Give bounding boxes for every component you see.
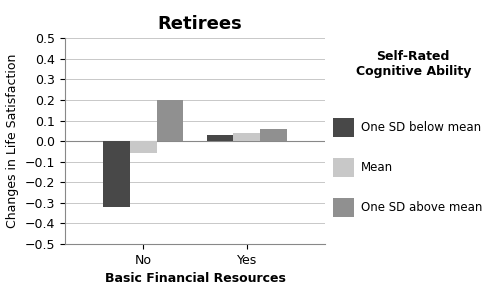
- Bar: [207, 135, 234, 141]
- Bar: [234, 133, 260, 141]
- FancyBboxPatch shape: [334, 118, 354, 137]
- Bar: [260, 129, 286, 141]
- Bar: [156, 100, 183, 141]
- Text: One SD below mean: One SD below mean: [360, 121, 480, 134]
- Text: One SD above mean: One SD above mean: [360, 201, 482, 214]
- Text: Mean: Mean: [360, 161, 392, 174]
- FancyBboxPatch shape: [334, 158, 354, 177]
- FancyBboxPatch shape: [334, 198, 354, 217]
- Text: Retirees: Retirees: [158, 15, 242, 33]
- Bar: [130, 141, 156, 153]
- Bar: [104, 141, 130, 207]
- X-axis label: Basic Financial Resources: Basic Financial Resources: [104, 272, 286, 285]
- Text: Self-Rated
Cognitive Ability: Self-Rated Cognitive Ability: [356, 50, 471, 78]
- Y-axis label: Changes in Life Satisfaction: Changes in Life Satisfaction: [6, 54, 19, 228]
